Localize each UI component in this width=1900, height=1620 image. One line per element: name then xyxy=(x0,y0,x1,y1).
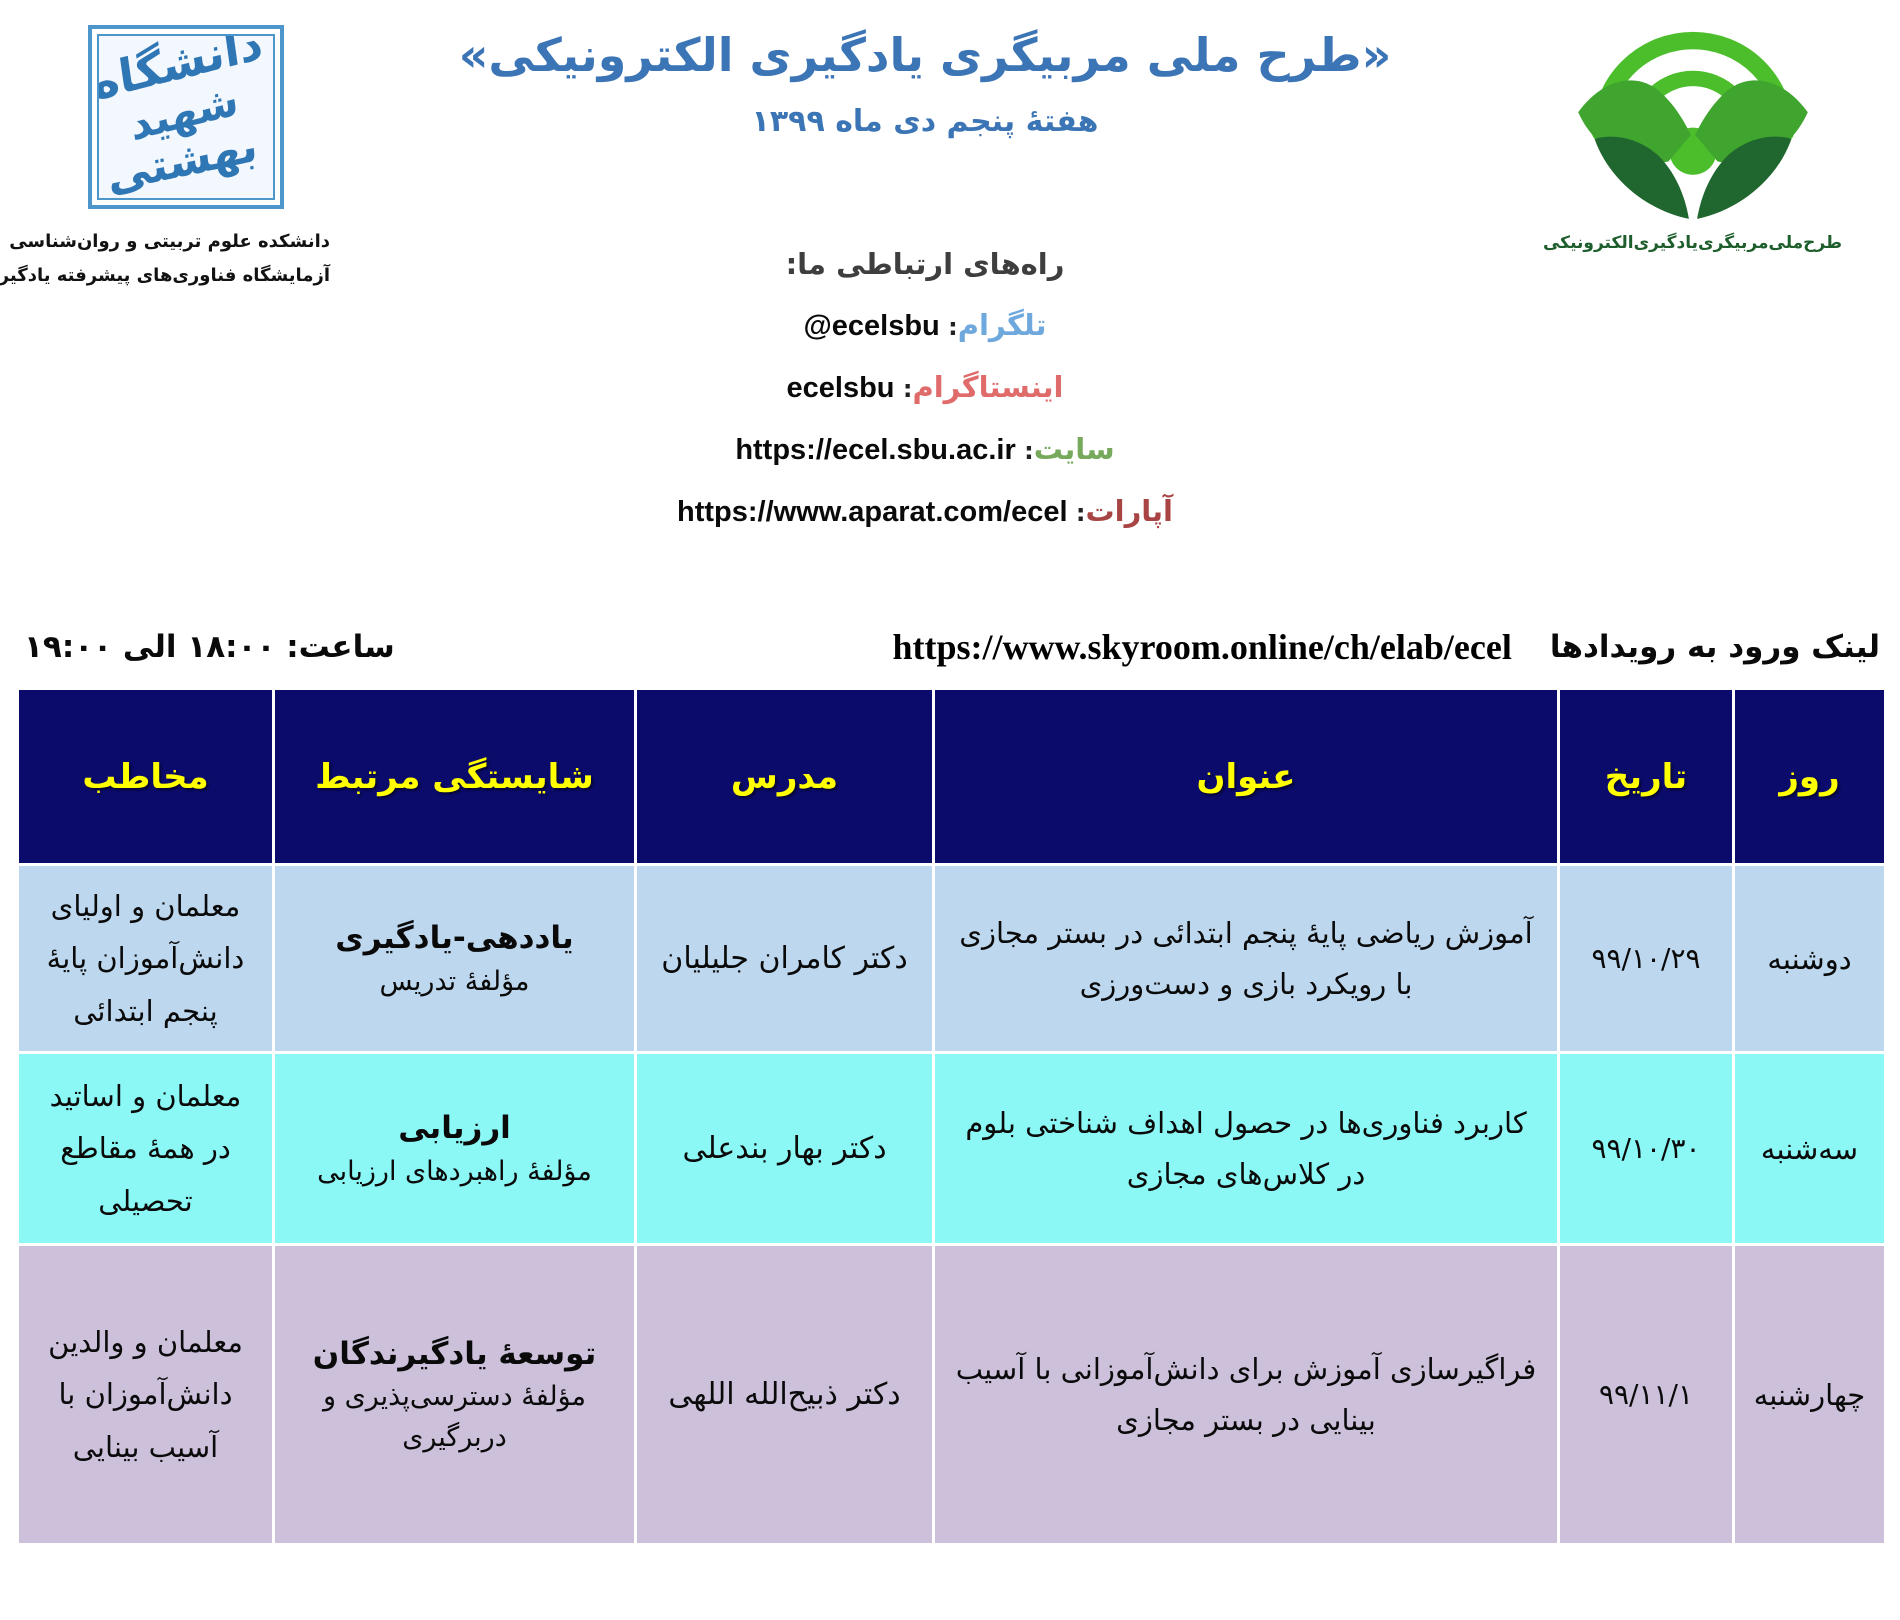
row2-competency: ارزیابی مؤلفهٔ راهبردهای ارزیابی xyxy=(272,1051,637,1246)
row2-competency-detail: مؤلفهٔ راهبردهای ارزیابی xyxy=(317,1155,592,1187)
colon: : xyxy=(1067,499,1086,527)
events-link-label: لینک ورود به رویدادها xyxy=(1549,629,1880,665)
header-title: عنوان xyxy=(932,687,1560,866)
program-logo-caption: طرح‌ملی‌مربیگری‌یادگیری‌الکترونیکی xyxy=(1542,233,1843,253)
schedule-table: روز تاریخ عنوان مدرس شایستگی مرتبط مخاطب… xyxy=(16,687,1887,1546)
university-logo-calligraphy: دانشگاه شهید بهشتی xyxy=(97,34,275,200)
elearning-hands-wifi-icon xyxy=(1577,31,1808,219)
aparat-label: آپارات xyxy=(1085,494,1173,528)
row3-title: فراگیرسازی آموزش برای دانش‌آموزانی با آس… xyxy=(932,1243,1560,1546)
table-row: دوشنبه ۹۹/۱۰/۲۹ آموزش ریاضی پایهٔ پنجم ا… xyxy=(16,863,1887,1054)
row3-date: ۹۹/۱۱/۱ xyxy=(1557,1243,1735,1546)
colon: : xyxy=(939,313,958,341)
row2-audience: معلمان و اساتید در همهٔ مقاطع تحصیلی xyxy=(16,1051,275,1246)
row3-day: چهارشنبه xyxy=(1732,1243,1887,1546)
row1-date: ۹۹/۱۰/۲۹ xyxy=(1557,863,1735,1054)
row1-day: دوشنبه xyxy=(1732,863,1887,1054)
row1-competency-detail: مؤلفهٔ تدریس xyxy=(379,965,530,997)
row2-instructor: دکتر بهار بندعلی xyxy=(634,1051,935,1246)
website-label: سایت xyxy=(1033,432,1115,466)
row3-instructor: دکتر ذبیح‌الله اللهی xyxy=(634,1243,935,1546)
university-logo: دانشگاه شهید بهشتی xyxy=(88,25,284,209)
session-time: ساعت: ۱۸:۰۰ الی ۱۹:۰۰ xyxy=(24,629,395,665)
events-link-row: لینک ورود به رویدادها https://www.skyroo… xyxy=(0,617,1900,677)
page-header: دانشگاه شهید بهشتی دانشکده علوم تربیتی و… xyxy=(0,0,1900,529)
contact-aparat: آپارات: https://www.aparat.com/ecel xyxy=(330,494,1520,529)
website-url[interactable]: https://ecel.sbu.ac.ir xyxy=(735,434,1016,466)
table-header-row: روز تاریخ عنوان مدرس شایستگی مرتبط مخاطب xyxy=(16,687,1887,866)
instagram-handle[interactable]: ecelsbu xyxy=(786,372,895,404)
telegram-label: تلگرام xyxy=(957,308,1047,342)
header-day: روز xyxy=(1732,687,1887,866)
row3-competency: توسعهٔ یادگیرندگان مؤلفهٔ دسترسی‌پذیری و… xyxy=(272,1243,637,1546)
telegram-handle[interactable]: @ecelsbu xyxy=(803,310,940,342)
title-and-contacts: «طرح ملی مربیگری یادگیری الکترونیکی» هفت… xyxy=(330,0,1520,529)
contact-instagram: اینستاگرام: ecelsbu xyxy=(330,370,1520,405)
row2-day: سه‌شنبه xyxy=(1732,1051,1887,1246)
header-date: تاریخ xyxy=(1557,687,1735,866)
table-row: چهارشنبه ۹۹/۱۱/۱ فراگیرسازی آموزش برای د… xyxy=(16,1243,1887,1546)
contact-heading: راه‌های ارتباطی ما: xyxy=(785,247,1065,281)
instagram-label: اینستاگرام xyxy=(912,370,1064,404)
row1-competency-main: یاددهی-یادگیری xyxy=(335,920,574,956)
row2-title: کاربرد فناوری‌ها در حصول اهداف شناختی بل… xyxy=(932,1051,1560,1246)
colon: : xyxy=(1015,437,1034,465)
contact-website: سایت: https://ecel.sbu.ac.ir xyxy=(330,432,1520,467)
row3-audience: معلمان و والدین دانش‌آموزان با آسیب بینا… xyxy=(16,1243,275,1546)
page-subtitle: هفتهٔ پنجم دی ماه ۱۳۹۹ xyxy=(751,104,1099,139)
row1-audience: معلمان و اولیای دانش‌آموزان پایهٔ پنجم ا… xyxy=(16,863,275,1054)
contact-telegram: تلگرام: @ecelsbu xyxy=(330,308,1520,343)
row2-date: ۹۹/۱۰/۳۰ xyxy=(1557,1051,1735,1246)
header-audience: مخاطب xyxy=(16,687,275,866)
header-instructor: مدرس xyxy=(634,687,935,866)
header-competency: شایستگی مرتبط xyxy=(272,687,637,866)
program-logo-block: طرح‌ملی‌مربیگری‌یادگیری‌الکترونیکی xyxy=(1520,0,1900,529)
university-block: دانشگاه شهید بهشتی دانشکده علوم تربیتی و… xyxy=(0,0,330,529)
events-link-url[interactable]: https://www.skyroom.online/ch/elab/ecel xyxy=(892,627,1512,667)
table-row: سه‌شنبه ۹۹/۱۰/۳۰ کاربرد فناوری‌ها در حصو… xyxy=(16,1051,1887,1246)
page-title: «طرح ملی مربیگری یادگیری الکترونیکی» xyxy=(458,28,1392,82)
row3-competency-main: توسعهٔ یادگیرندگان xyxy=(312,1335,597,1372)
row1-competency: یاددهی-یادگیری مؤلفهٔ تدریس xyxy=(272,863,637,1054)
colon: : xyxy=(894,375,913,403)
row3-competency-detail: مؤلفهٔ دسترسی‌پذیری و دربرگیری xyxy=(322,1381,587,1453)
row1-instructor: دکتر کامران جلیلیان xyxy=(634,863,935,1054)
row1-title: آموزش ریاضی پایهٔ پنجم ابتدائی در بستر م… xyxy=(932,863,1560,1054)
lab-name: آزمایشگاه فناوری‌های پیشرفته یادگیری xyxy=(0,265,330,287)
row2-competency-main: ارزیابی xyxy=(398,1110,511,1146)
faculty-name: دانشکده علوم تربیتی و روان‌شناسی xyxy=(9,231,330,252)
aparat-url[interactable]: https://www.aparat.com/ecel xyxy=(677,496,1068,528)
